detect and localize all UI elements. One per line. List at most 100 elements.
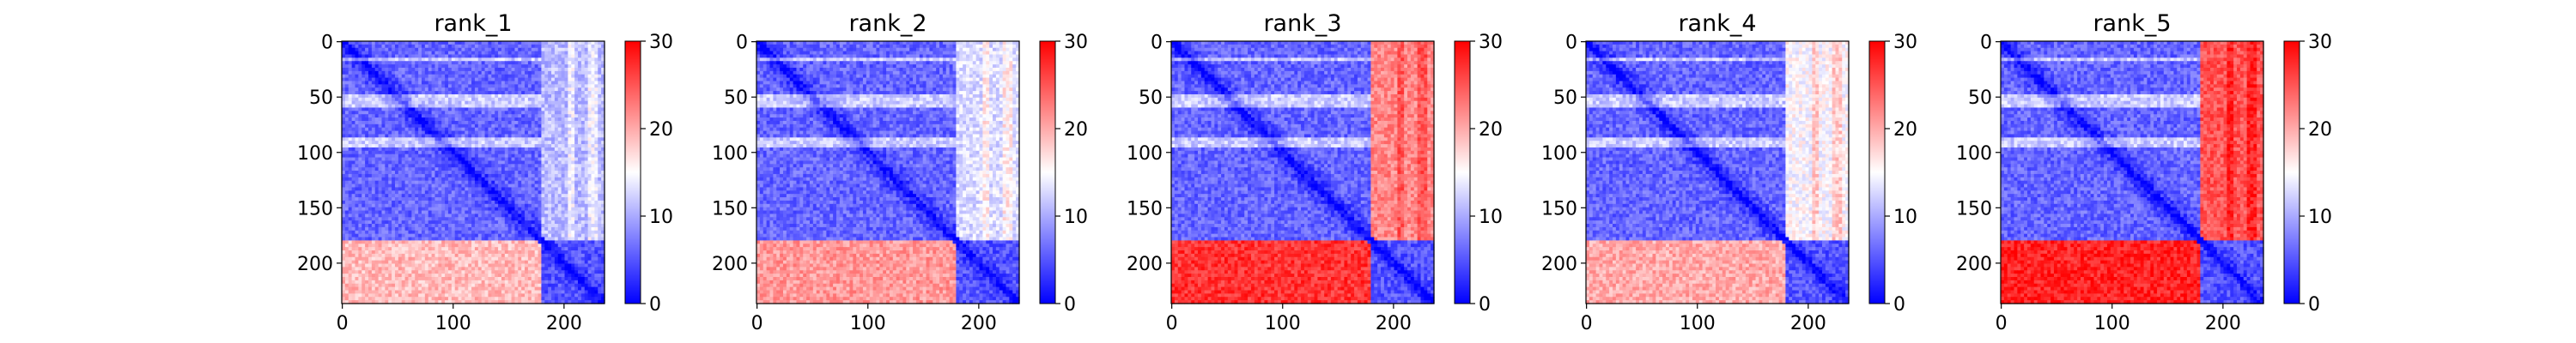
heatmap-cell <box>488 81 491 84</box>
heatmap-cell <box>562 201 565 204</box>
heatmap-cell <box>428 41 432 45</box>
heatmap-cell <box>361 190 365 194</box>
heatmap-cell <box>425 134 428 137</box>
heatmap-cell <box>514 144 518 147</box>
heatmap-cell <box>345 54 349 57</box>
heatmap-cell <box>514 48 518 51</box>
heatmap-cell <box>475 181 478 184</box>
heatmap-cell <box>478 174 482 178</box>
heatmap-cell <box>592 51 595 55</box>
heatmap-cell <box>358 144 361 147</box>
heatmap-cell <box>452 244 455 247</box>
heatmap-cell <box>428 98 432 101</box>
heatmap-cell <box>585 187 588 190</box>
heatmap-cell <box>498 240 501 244</box>
heatmap-cell <box>478 187 482 190</box>
heatmap-cell <box>459 231 462 234</box>
heatmap-cell <box>349 134 352 137</box>
heatmap-cell <box>445 164 448 167</box>
heatmap-cell <box>468 144 471 147</box>
heatmap-cell <box>501 171 505 174</box>
heatmap-cell <box>488 75 491 78</box>
heatmap-cell <box>525 240 528 244</box>
heatmap-cell <box>432 117 435 121</box>
heatmap-cell <box>505 71 508 75</box>
heatmap-cell <box>574 224 578 227</box>
heatmap-cell <box>385 154 388 158</box>
heatmap-cell <box>541 181 544 184</box>
heatmap-cell <box>548 167 551 171</box>
heatmap-cell <box>565 217 568 220</box>
heatmap-cell <box>465 217 468 220</box>
heatmap-cell <box>598 174 601 178</box>
heatmap-cell <box>574 41 578 45</box>
heatmap-cell <box>372 94 375 98</box>
heatmap-cell <box>465 190 468 194</box>
heatmap-cell <box>428 64 432 68</box>
heatmap-cell <box>395 214 398 217</box>
heatmap-cell <box>398 174 402 178</box>
heatmap-cell <box>352 84 355 87</box>
heatmap-cell <box>405 54 409 57</box>
heatmap-cell <box>555 167 558 171</box>
heatmap-cell <box>398 144 402 147</box>
heatmap-cell <box>571 208 574 211</box>
heatmap-cell <box>581 151 585 154</box>
heatmap-cell <box>541 197 544 201</box>
heatmap-cell <box>418 141 422 144</box>
heatmap-cell <box>501 181 505 184</box>
heatmap-cell <box>422 181 425 184</box>
heatmap-cell <box>505 160 508 164</box>
heatmap-cell <box>491 194 495 197</box>
heatmap-cell <box>388 121 392 124</box>
heatmap-cell <box>525 117 528 121</box>
heatmap-cell <box>514 75 518 78</box>
heatmap-cell <box>541 128 544 131</box>
heatmap-cell <box>491 64 495 68</box>
heatmap-cell <box>361 224 365 227</box>
heatmap-cell <box>375 247 379 250</box>
heatmap-cell <box>491 167 495 171</box>
heatmap-cell <box>508 114 512 117</box>
heatmap-cell <box>598 158 601 161</box>
heatmap-cell <box>402 247 405 250</box>
heatmap-cell <box>581 147 585 151</box>
heatmap-cell <box>544 128 548 131</box>
heatmap-cell <box>349 178 352 181</box>
heatmap-cell <box>361 238 365 241</box>
heatmap-cell <box>455 174 459 178</box>
heatmap-cell <box>415 227 418 231</box>
heatmap-cell <box>395 244 398 247</box>
heatmap-cell <box>381 171 385 174</box>
heatmap-cell <box>465 141 468 144</box>
heatmap-cell <box>379 124 382 128</box>
heatmap-cell <box>445 81 448 84</box>
heatmap-cell <box>574 247 578 250</box>
heatmap-cell <box>501 144 505 147</box>
heatmap-cell <box>482 101 485 105</box>
heatmap-cell <box>558 48 562 51</box>
heatmap-cell <box>398 131 402 135</box>
heatmap-cell <box>408 107 411 111</box>
heatmap-cell <box>459 187 462 190</box>
heatmap-cell <box>418 107 422 111</box>
heatmap-cell <box>352 117 355 121</box>
heatmap-cell <box>395 240 398 244</box>
heatmap-cell <box>548 101 551 105</box>
heatmap-cell <box>405 61 409 64</box>
heatmap-cell <box>512 164 515 167</box>
heatmap-cell <box>521 68 525 71</box>
heatmap-cell <box>578 247 581 250</box>
heatmap-cell <box>455 137 459 141</box>
heatmap-cell <box>355 154 358 158</box>
heatmap-cell <box>368 94 372 98</box>
heatmap-cell <box>491 78 495 81</box>
heatmap-cell <box>521 111 525 114</box>
heatmap-cell <box>345 154 349 158</box>
heatmap-cell <box>385 160 388 164</box>
heatmap-cell <box>495 64 498 68</box>
heatmap-cell <box>471 105 475 108</box>
heatmap-cell <box>471 64 475 68</box>
heatmap-cell <box>538 124 542 128</box>
heatmap-cell <box>598 51 601 55</box>
